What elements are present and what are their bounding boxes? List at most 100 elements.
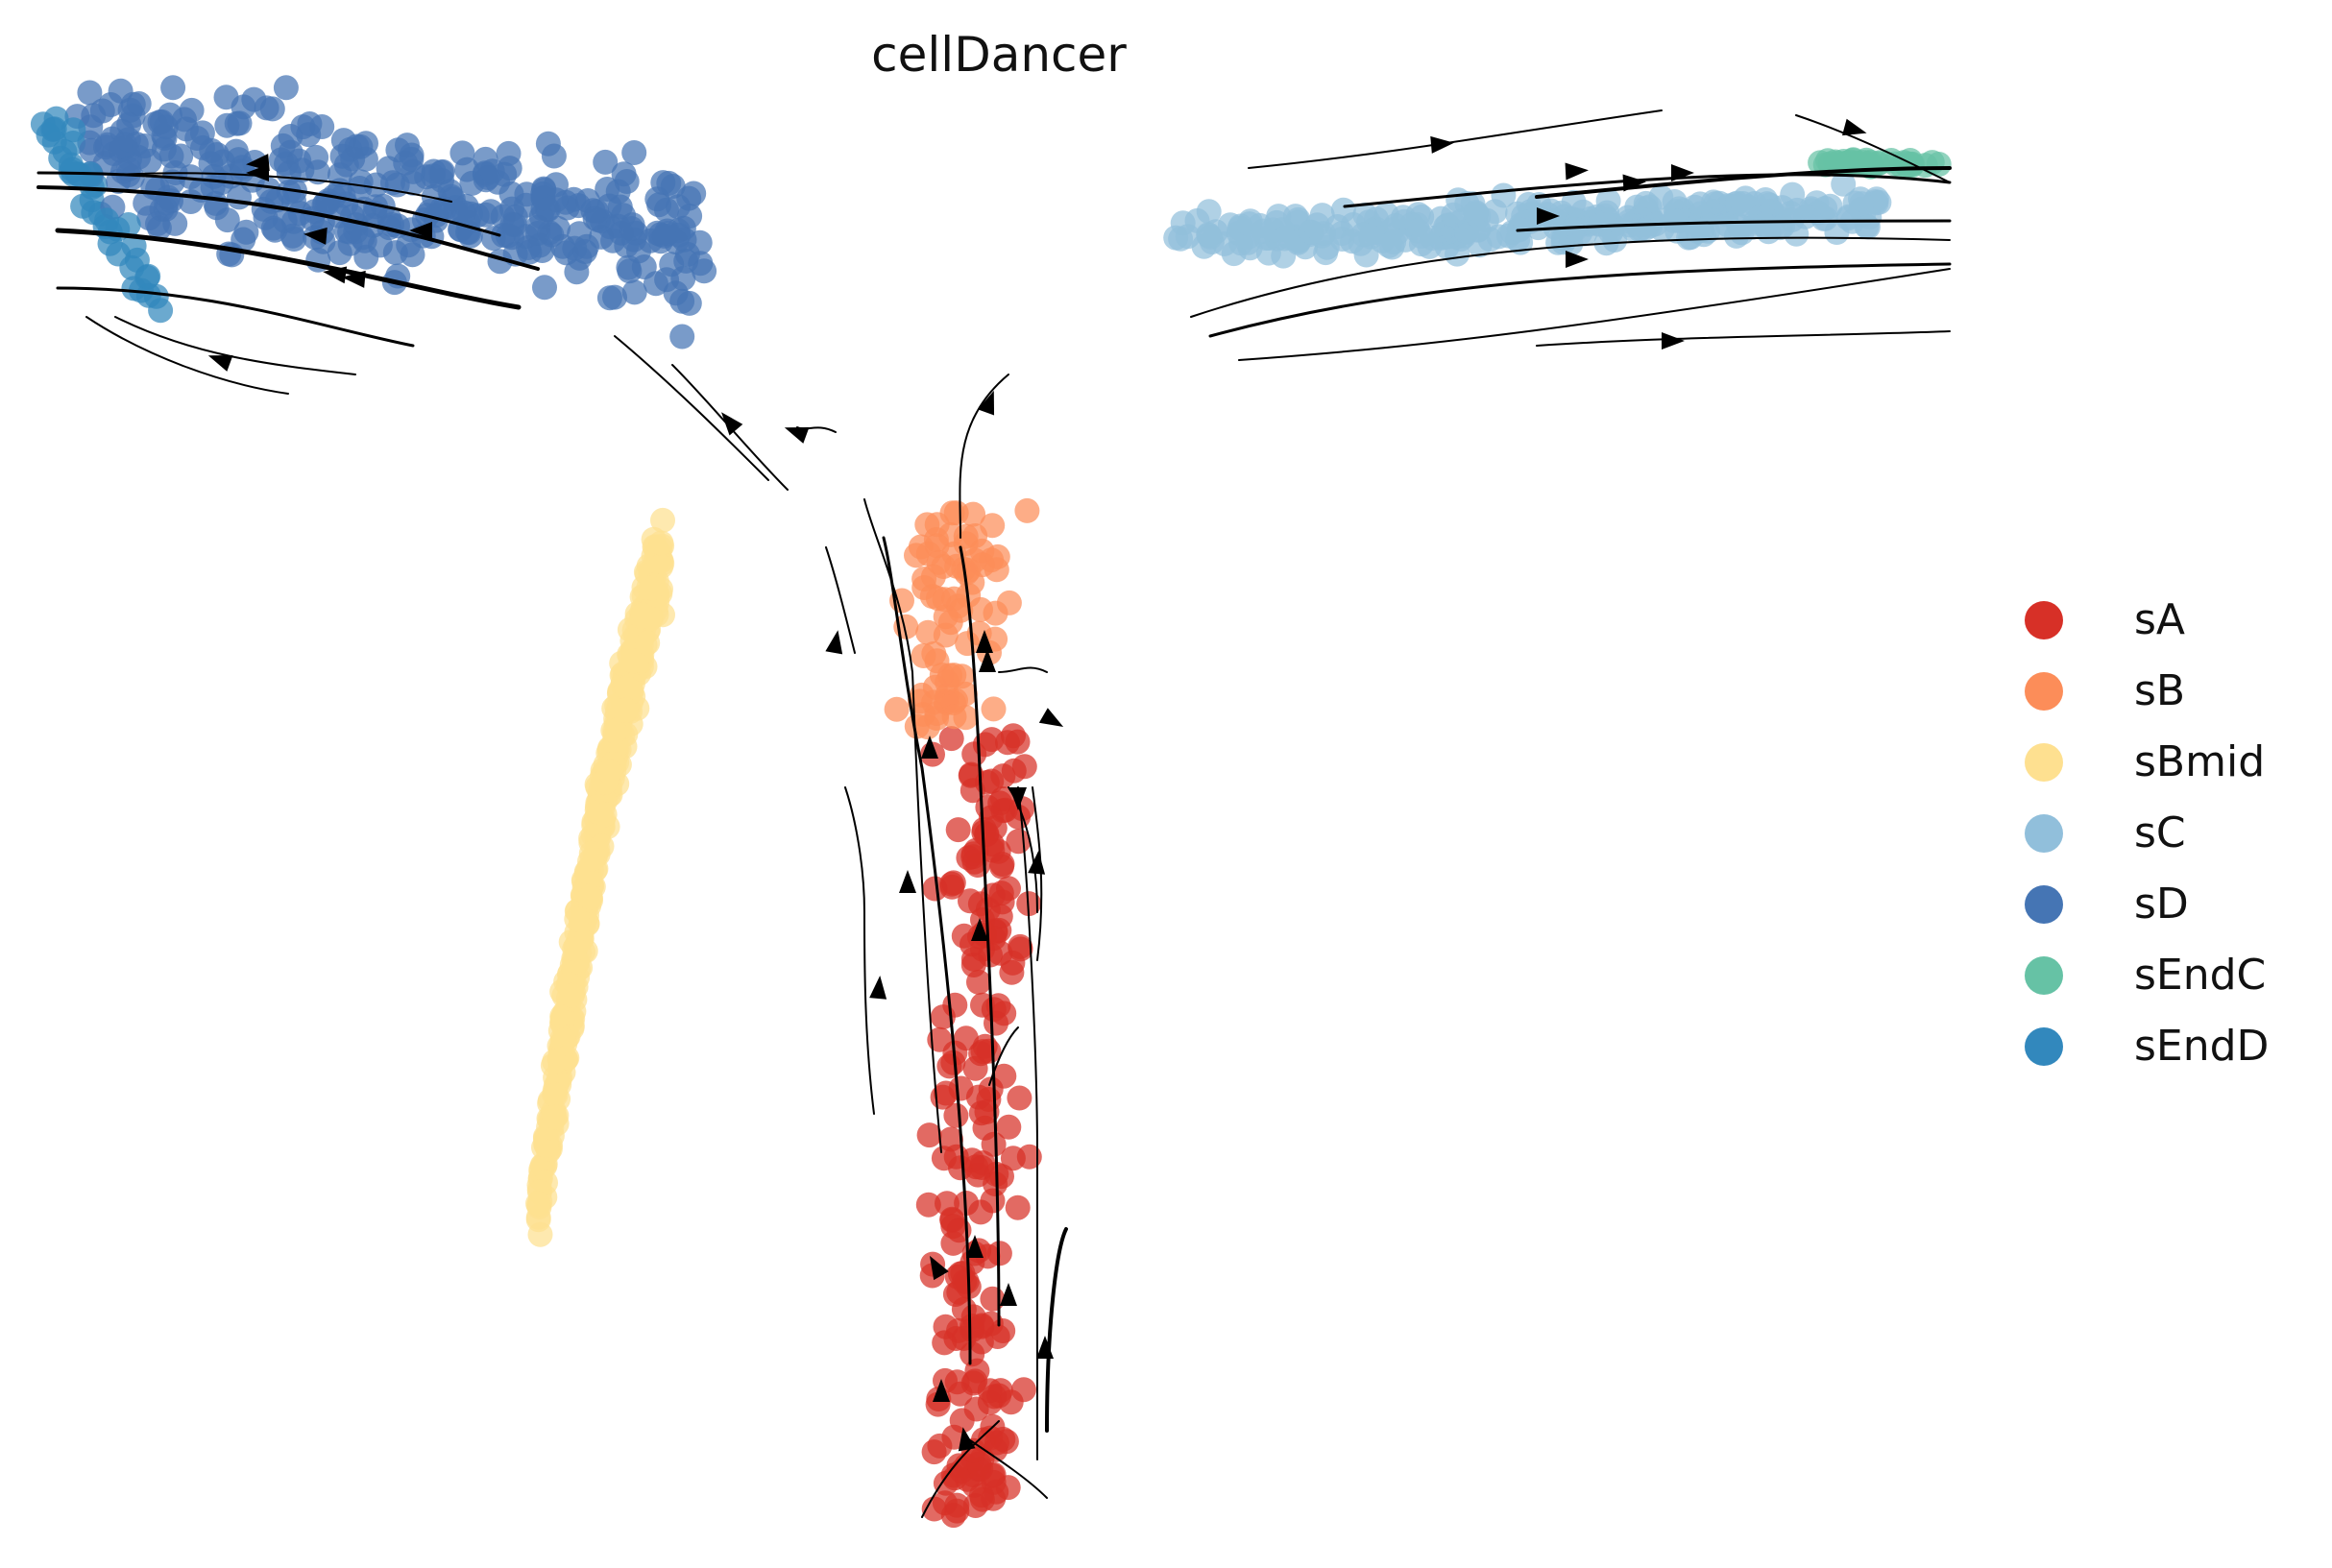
point-sD <box>213 84 239 110</box>
streamline <box>959 545 1001 1327</box>
point-sD <box>401 158 426 184</box>
point-sA <box>944 1369 970 1395</box>
point-sA <box>961 849 987 875</box>
point-sB <box>983 600 1008 626</box>
streamline <box>988 1026 1019 1086</box>
point-sC <box>1260 217 1286 243</box>
point-sB <box>953 523 979 549</box>
point-sA <box>1008 933 1033 959</box>
streamline-arrow <box>1622 174 1646 192</box>
point-sD <box>464 203 490 229</box>
legend-label: sB <box>2134 666 2186 715</box>
point-sA <box>980 1462 1006 1488</box>
legend-item: sEndD <box>2025 1014 2313 1085</box>
point-sEndC <box>1926 152 1952 177</box>
point-sA <box>970 906 995 932</box>
point-sEndC <box>1891 150 1917 176</box>
point-sD <box>199 137 225 163</box>
streamline-arrow <box>1842 118 1867 136</box>
streamline <box>36 185 540 271</box>
point-sEndD <box>94 207 120 233</box>
point-sD <box>376 156 401 181</box>
legend-item: sD <box>2025 872 2313 943</box>
point-sBmid <box>630 602 656 628</box>
streamline-arrow <box>976 630 993 653</box>
point-sEndD <box>135 263 161 289</box>
point-sA <box>927 1433 953 1459</box>
point-sC <box>1778 201 1804 227</box>
point-sA <box>966 969 991 995</box>
streamline-arrow <box>966 1235 984 1258</box>
legend-swatch <box>2025 814 2063 853</box>
point-sA <box>970 1039 996 1065</box>
point-sD <box>564 259 590 285</box>
point-sD <box>602 284 627 310</box>
streamline-arrow <box>1537 207 1560 225</box>
point-sB <box>1014 497 1040 523</box>
streamline-arrow <box>921 736 938 759</box>
point-sC <box>1434 220 1460 245</box>
point-sA <box>952 1268 978 1294</box>
streamline <box>863 498 942 1153</box>
streamline-arrow <box>1566 251 1589 268</box>
point-sD <box>663 280 689 306</box>
point-sC <box>1370 228 1396 253</box>
point-sD <box>382 240 408 266</box>
legend-item: sB <box>2025 659 2313 730</box>
streamline <box>969 1439 1048 1499</box>
point-sA <box>985 838 1011 864</box>
point-sD <box>692 258 717 284</box>
point-sB <box>955 631 981 657</box>
point-sC <box>1236 211 1262 237</box>
point-sA <box>938 1126 963 1152</box>
streamline-arrow <box>207 354 233 372</box>
point-sD <box>270 133 296 158</box>
point-sA <box>991 1001 1017 1026</box>
streamline-arrow <box>979 649 996 672</box>
point-sD <box>94 132 120 157</box>
point-sD <box>77 80 103 106</box>
point-sBmid <box>542 1104 568 1130</box>
point-sC <box>1752 212 1777 238</box>
point-sD <box>350 225 376 251</box>
point-sA <box>959 761 984 787</box>
legend-swatch <box>2025 601 2063 639</box>
streamline <box>1516 219 1952 232</box>
streamline <box>959 374 1009 539</box>
point-sB <box>943 500 969 526</box>
streamline <box>614 335 769 481</box>
point-sA <box>938 726 964 752</box>
point-sD <box>621 140 647 165</box>
point-sC <box>1298 219 1324 245</box>
point-sD <box>227 184 252 210</box>
streamline-arrow <box>971 918 988 941</box>
point-sD <box>160 75 186 101</box>
point-sBmid <box>602 718 628 744</box>
point-sBmid <box>562 936 588 962</box>
streamline-arrow <box>899 870 916 893</box>
streamline-arrow <box>1662 332 1685 350</box>
point-sA <box>948 1075 974 1101</box>
legend-label: sEndD <box>2134 1022 2270 1071</box>
point-sD <box>132 133 158 158</box>
streamline-arrow <box>958 1427 976 1452</box>
legend-item: sA <box>2025 588 2313 659</box>
legend-label: sD <box>2134 880 2189 929</box>
point-sD <box>593 149 619 175</box>
point-sA <box>996 1114 1022 1140</box>
point-sA <box>922 876 948 902</box>
streamline <box>56 286 415 348</box>
point-sA <box>998 1389 1024 1415</box>
streamline <box>1536 330 1951 347</box>
point-sA <box>969 1486 995 1512</box>
streamline <box>1238 268 1951 361</box>
point-sBmid <box>542 1049 568 1074</box>
point-sBmid <box>650 507 675 533</box>
point-sC <box>1196 222 1222 248</box>
point-sEndD <box>61 117 86 143</box>
streamline-arrow <box>1565 162 1589 181</box>
point-sC <box>1562 216 1588 242</box>
streamline <box>844 786 875 1115</box>
streamline <box>114 172 452 203</box>
